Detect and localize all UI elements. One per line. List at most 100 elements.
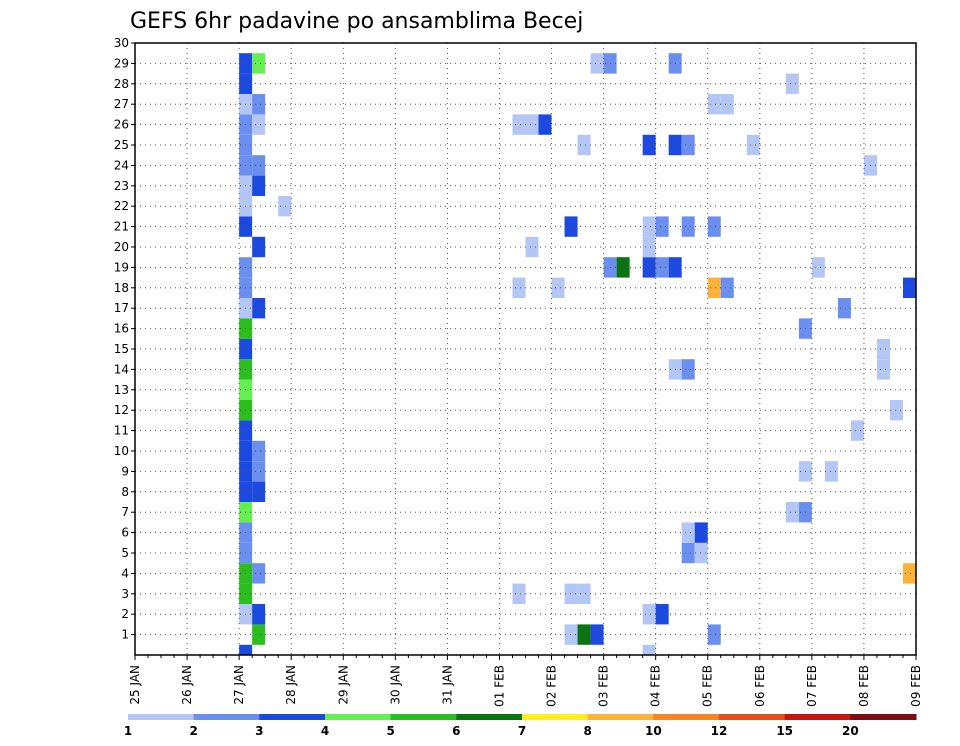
precip-cell	[252, 114, 266, 135]
colorbar-segment	[653, 714, 720, 720]
precip-cell	[252, 175, 266, 196]
x-tick-label: 30 JAN	[388, 665, 402, 705]
precip-cell	[252, 461, 266, 482]
precip-cell	[512, 277, 526, 298]
y-tick-label: 18	[114, 281, 129, 295]
y-tick-label: 10	[114, 444, 129, 458]
precip-cell	[252, 298, 266, 319]
precip-cell	[642, 644, 656, 655]
x-axis: 25 JAN 26 JAN 27 JAN 28 JAN 29 JAN 30 JAN 31 J…	[128, 655, 923, 707]
y-tick-label: 26	[114, 118, 129, 132]
precip-cell	[876, 359, 890, 380]
precip-cell	[252, 53, 266, 74]
colorbar-label: 10	[645, 724, 662, 738]
y-tick-label: 14	[114, 362, 129, 376]
precip-cell	[681, 134, 695, 156]
x-tick-label: 08 FEB	[857, 665, 871, 707]
colorbar-segment	[259, 714, 326, 720]
y-tick-label: 8	[121, 485, 129, 499]
x-tick-label: 09 FEB	[909, 665, 923, 707]
x-tick-label: 06 FEB	[753, 665, 767, 707]
y-tick-label: 9	[121, 464, 129, 478]
colorbar-segment	[390, 714, 457, 720]
x-tick-label: 29 JAN	[336, 665, 350, 705]
colorbar: 1 2 3 4 5 6 7 8 10 12 15 20	[124, 714, 917, 738]
precip-cell	[252, 94, 266, 115]
precip-cell	[642, 134, 656, 156]
precip-cell	[525, 114, 539, 135]
x-tick-label: 28 JAN	[284, 665, 298, 705]
precip-cell	[278, 196, 292, 217]
precip-cell	[746, 134, 760, 156]
precip-cell	[252, 481, 266, 502]
colorbar-label: 12	[711, 724, 728, 738]
colorbar-label: 3	[255, 724, 263, 738]
precip-cell	[577, 583, 591, 604]
y-tick-label: 21	[114, 220, 129, 234]
y-tick-label: 17	[114, 301, 129, 315]
precip-cell	[876, 338, 890, 360]
y-tick-label: 13	[114, 383, 129, 397]
y-tick-label: 20	[114, 240, 129, 254]
colorbar-label: 8	[583, 724, 591, 738]
y-tick-label: 15	[114, 342, 129, 356]
precip-cell	[590, 53, 604, 74]
x-tick-label: 26 JAN	[180, 665, 194, 705]
precip-cell	[239, 644, 253, 655]
colorbar-label: 5	[386, 724, 394, 738]
precip-cell	[525, 236, 539, 258]
precip-cell	[707, 94, 721, 115]
precip-cell	[655, 604, 669, 625]
precip-cell	[564, 624, 578, 645]
y-tick-label: 16	[114, 322, 129, 336]
x-tick-label: 04 FEB	[649, 665, 663, 707]
precip-cell	[785, 502, 799, 523]
y-tick-label: 3	[121, 587, 129, 601]
colorbar-segment	[719, 714, 786, 720]
colorbar-label: 1	[124, 724, 132, 738]
precip-cell	[642, 257, 656, 278]
precip-cell	[252, 236, 266, 258]
y-tick-label: 29	[114, 56, 129, 70]
y-tick-label: 7	[121, 505, 129, 519]
y-tick-label: 22	[114, 199, 129, 213]
precip-cell	[707, 216, 721, 237]
y-axis: 1234567891011121314151617181920212223242…	[114, 36, 135, 642]
precip-cell	[655, 257, 669, 278]
precip-cell	[252, 155, 266, 176]
colorbar-segment	[128, 714, 195, 720]
precip-cell	[837, 298, 851, 319]
y-tick-label: 4	[121, 566, 129, 580]
precip-cell	[642, 236, 656, 258]
chart-title: GEFS 6hr padavine po ansamblima Becej	[130, 9, 583, 34]
precip-cell	[642, 216, 656, 237]
precip-cell	[655, 216, 669, 237]
y-tick-label: 11	[114, 424, 129, 438]
precip-cell	[590, 624, 604, 645]
precip-cell	[720, 277, 734, 298]
precip-cell	[642, 604, 656, 625]
colorbar-label: 2	[189, 724, 197, 738]
colorbar-segment	[456, 714, 523, 720]
precip-cell	[811, 257, 825, 278]
precip-cell	[616, 257, 630, 278]
precip-cell	[694, 522, 708, 543]
precip-cell	[889, 400, 903, 421]
y-tick-label: 6	[121, 526, 129, 540]
precip-cell	[252, 624, 266, 645]
precip-cell	[577, 624, 591, 645]
colorbar-label: 7	[518, 724, 526, 738]
precip-cell	[512, 114, 526, 135]
x-tick-label: 02 FEB	[545, 665, 559, 707]
x-tick-label: 01 FEB	[492, 665, 506, 707]
precip-cell	[512, 583, 526, 604]
precip-cell	[681, 216, 695, 237]
y-tick-label: 2	[121, 607, 129, 621]
y-tick-label: 30	[114, 36, 129, 50]
y-tick-label: 12	[114, 403, 129, 417]
x-tick-label: 27 JAN	[232, 665, 246, 705]
y-tick-label: 27	[114, 97, 129, 111]
y-tick-label: 25	[114, 138, 129, 152]
precip-cell	[577, 134, 591, 156]
